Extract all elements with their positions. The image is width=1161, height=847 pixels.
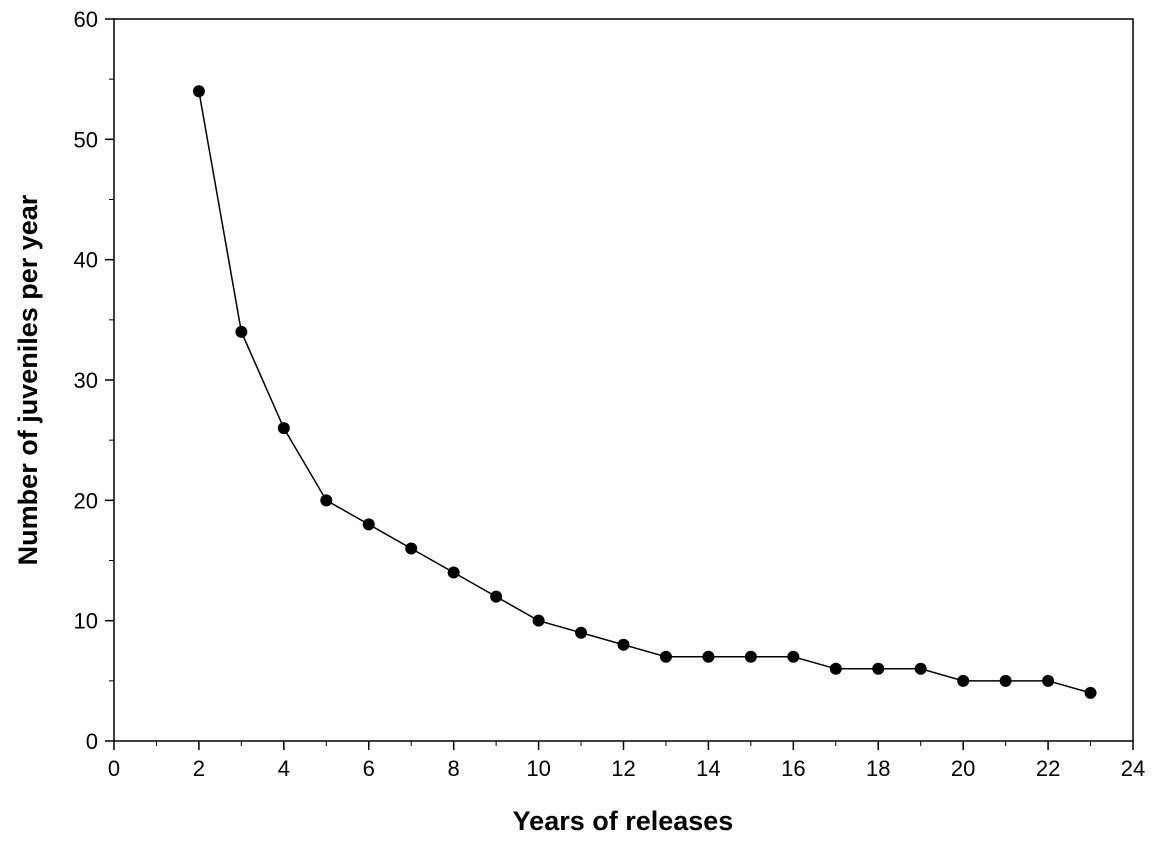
data-point — [192, 85, 205, 98]
x-tick-label: 6 — [363, 756, 375, 781]
x-tick-label: 2 — [193, 756, 205, 781]
x-tick-label: 22 — [1036, 756, 1060, 781]
data-point — [999, 674, 1012, 687]
data-point — [1084, 686, 1097, 699]
y-tick-label: 50 — [74, 127, 98, 152]
x-tick-label: 8 — [448, 756, 460, 781]
x-tick-label: 24 — [1121, 756, 1145, 781]
data-point — [362, 518, 375, 531]
y-tick-label: 30 — [74, 368, 98, 393]
data-point — [235, 325, 248, 338]
x-tick-label: 16 — [781, 756, 805, 781]
data-point — [405, 542, 418, 555]
x-axis: 0 2 4 6 8 10 12 14 16 18 20 22 24 — [108, 741, 1145, 781]
data-point — [829, 662, 842, 675]
y-axis-title: Number of juveniles per year — [13, 194, 43, 565]
data-point — [447, 566, 460, 579]
x-axis-title: Years of releases — [513, 806, 734, 836]
plot-frame — [113, 18, 1134, 742]
x-tick-label: 4 — [278, 756, 290, 781]
data-point — [659, 650, 672, 663]
x-tick-label: 0 — [108, 756, 120, 781]
y-axis: 0 10 20 30 40 50 60 — [74, 7, 114, 754]
y-tick-label: 60 — [74, 7, 98, 32]
y-tick-label: 0 — [86, 729, 98, 754]
data-point — [1042, 674, 1055, 687]
x-tick-label: 10 — [526, 756, 550, 781]
data-point — [957, 674, 970, 687]
data-point — [787, 650, 800, 663]
data-point — [914, 662, 927, 675]
y-tick-label: 20 — [74, 488, 98, 513]
data-point — [575, 626, 588, 639]
y-tick-label: 40 — [74, 248, 98, 273]
y-tick-label: 10 — [74, 609, 98, 634]
data-point — [532, 614, 545, 627]
x-tick-label: 18 — [866, 756, 890, 781]
data-point — [872, 662, 885, 675]
data-point — [617, 638, 630, 651]
data-point — [277, 422, 290, 435]
data-point — [702, 650, 715, 663]
data-series — [192, 85, 1097, 699]
data-point — [744, 650, 757, 663]
series-line — [198, 91, 1091, 694]
data-point — [490, 590, 503, 603]
x-tick-label: 14 — [696, 756, 720, 781]
data-point — [320, 494, 333, 507]
x-tick-label: 20 — [951, 756, 975, 781]
x-tick-label: 12 — [611, 756, 635, 781]
